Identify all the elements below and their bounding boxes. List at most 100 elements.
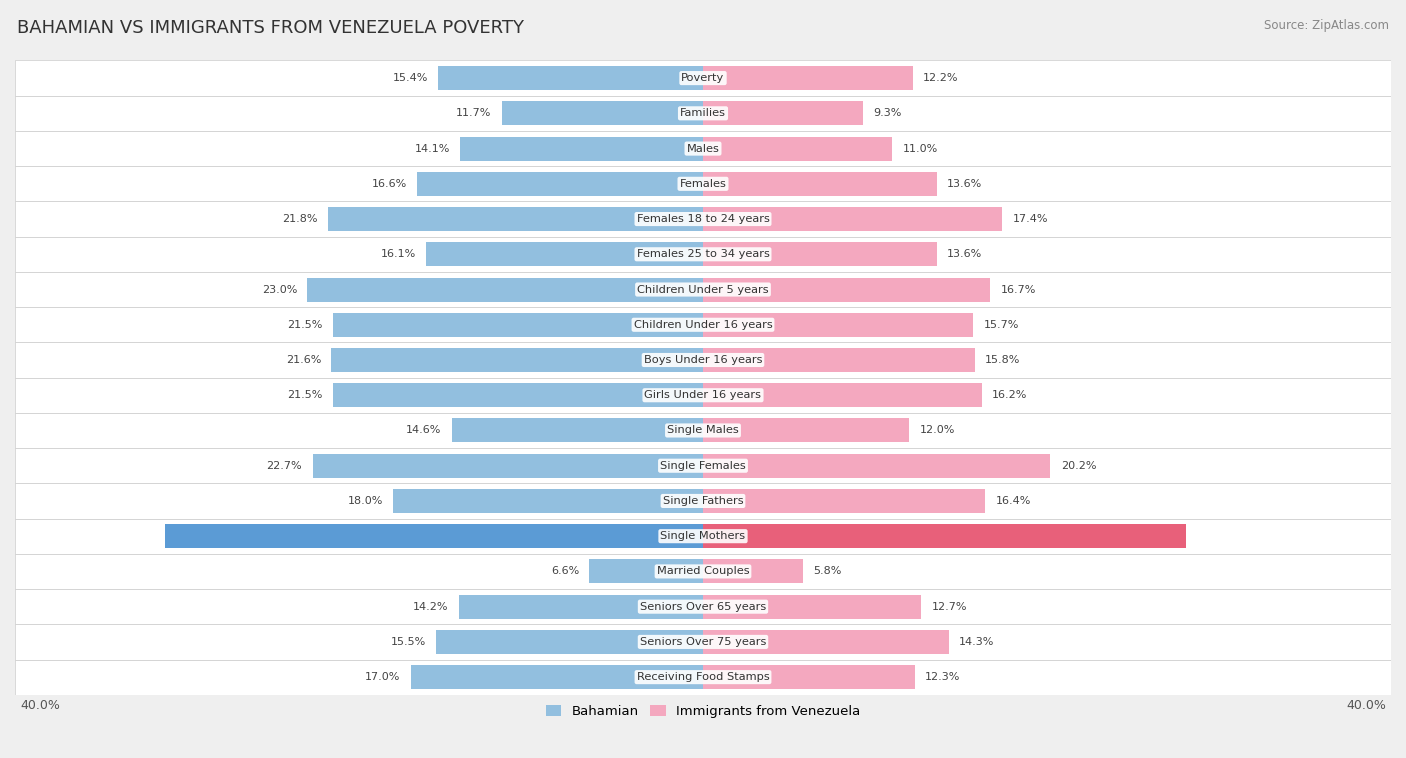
Bar [332,348,703,372]
Text: 22.7%: 22.7% [267,461,302,471]
Bar [703,666,914,689]
Text: 23.0%: 23.0% [262,284,297,295]
Bar [328,207,703,231]
Text: Boys Under 16 years: Boys Under 16 years [644,355,762,365]
Bar [703,313,973,337]
Text: Seniors Over 75 years: Seniors Over 75 years [640,637,766,647]
Text: 13.6%: 13.6% [948,179,983,189]
Bar [308,277,703,302]
Bar [15,236,1391,272]
Text: 16.7%: 16.7% [1001,284,1036,295]
Bar [439,66,703,90]
Bar [312,454,703,478]
Bar [411,666,703,689]
Text: 16.2%: 16.2% [993,390,1028,400]
Text: 14.6%: 14.6% [406,425,441,436]
Text: Females 18 to 24 years: Females 18 to 24 years [637,214,769,224]
Bar [15,166,1391,202]
Text: 12.2%: 12.2% [924,73,959,83]
Bar [703,243,936,266]
Bar [15,202,1391,236]
Text: 16.4%: 16.4% [995,496,1031,506]
Text: 16.1%: 16.1% [381,249,416,259]
Bar [502,102,703,125]
Text: Single Males: Single Males [666,425,740,436]
Bar [703,384,981,407]
Text: 9.3%: 9.3% [873,108,901,118]
Bar [15,554,1391,589]
Text: Single Mothers: Single Mothers [661,531,745,541]
Bar [15,96,1391,131]
Bar [15,448,1391,484]
Bar [703,172,936,196]
Bar [15,272,1391,307]
Bar [15,484,1391,518]
Text: 5.8%: 5.8% [813,566,841,576]
Text: BAHAMIAN VS IMMIGRANTS FROM VENEZUELA POVERTY: BAHAMIAN VS IMMIGRANTS FROM VENEZUELA PO… [17,19,524,37]
Text: Children Under 16 years: Children Under 16 years [634,320,772,330]
Text: Single Fathers: Single Fathers [662,496,744,506]
Text: Children Under 5 years: Children Under 5 years [637,284,769,295]
Text: 21.8%: 21.8% [283,214,318,224]
Bar [703,348,974,372]
Text: 31.3%: 31.3% [115,531,155,541]
Bar [703,559,803,584]
Bar [15,413,1391,448]
Text: 15.8%: 15.8% [986,355,1021,365]
Bar [461,136,703,161]
Text: 12.7%: 12.7% [932,602,967,612]
Text: 21.5%: 21.5% [287,390,323,400]
Text: 15.7%: 15.7% [983,320,1019,330]
Bar [436,630,703,654]
Bar [418,172,703,196]
Bar [703,418,910,443]
Bar [15,659,1391,695]
Text: Single Females: Single Females [661,461,745,471]
Bar [333,384,703,407]
Text: Girls Under 16 years: Girls Under 16 years [644,390,762,400]
Bar [703,102,863,125]
Bar [333,313,703,337]
Legend: Bahamian, Immigrants from Venezuela: Bahamian, Immigrants from Venezuela [540,700,866,723]
Bar [451,418,703,443]
Text: Females 25 to 34 years: Females 25 to 34 years [637,249,769,259]
Bar [703,454,1050,478]
Text: 18.0%: 18.0% [347,496,382,506]
Text: 14.2%: 14.2% [413,602,449,612]
Text: 11.7%: 11.7% [456,108,492,118]
Text: Females: Females [679,179,727,189]
Bar [703,595,921,619]
Bar [703,489,986,513]
Bar [426,243,703,266]
Bar [703,630,949,654]
Bar [703,207,1002,231]
Bar [703,136,893,161]
Text: Families: Families [681,108,725,118]
Text: 21.6%: 21.6% [285,355,321,365]
Bar [15,589,1391,625]
Text: 13.6%: 13.6% [948,249,983,259]
Text: 17.4%: 17.4% [1012,214,1047,224]
Text: 15.4%: 15.4% [392,73,427,83]
Text: 40.0%: 40.0% [20,699,60,712]
Text: Receiving Food Stamps: Receiving Food Stamps [637,672,769,682]
Text: 17.0%: 17.0% [366,672,401,682]
Bar [589,559,703,584]
Bar [15,61,1391,96]
Text: 28.1%: 28.1% [1197,531,1236,541]
Bar [703,277,990,302]
Text: Married Couples: Married Couples [657,566,749,576]
Text: 6.6%: 6.6% [551,566,579,576]
Text: 21.5%: 21.5% [287,320,323,330]
Text: 20.2%: 20.2% [1060,461,1097,471]
Bar [15,377,1391,413]
Text: 12.0%: 12.0% [920,425,955,436]
Bar [15,625,1391,659]
Text: 16.6%: 16.6% [373,179,408,189]
Bar [703,66,912,90]
Text: 14.3%: 14.3% [959,637,994,647]
Text: Males: Males [686,143,720,154]
Bar [165,525,703,548]
Text: 40.0%: 40.0% [1346,699,1386,712]
Bar [703,525,1187,548]
